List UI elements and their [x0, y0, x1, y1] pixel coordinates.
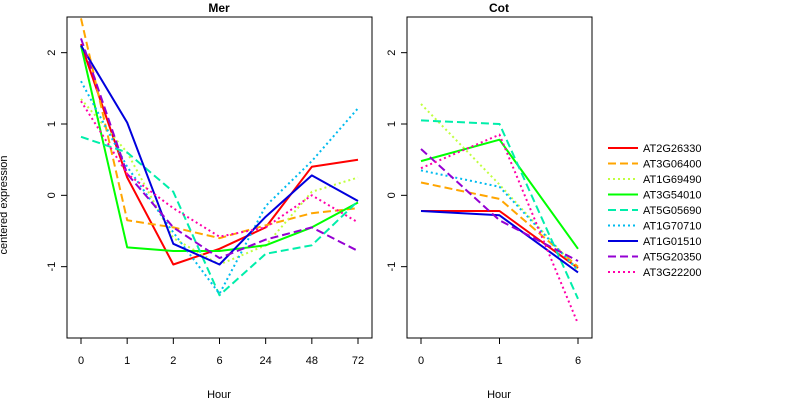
- series-line-at3g54010: [80, 45, 359, 252]
- legend-label: AT5G20350: [643, 252, 702, 264]
- y-tick-label: -1: [46, 262, 58, 272]
- y-tick-label: 1: [46, 121, 58, 127]
- series-line-at1g01510: [420, 210, 579, 274]
- y-tick-label: 0: [46, 192, 58, 198]
- legend-label: AT2G26330: [643, 143, 702, 155]
- x-tick-label: 1: [124, 355, 130, 367]
- panel-cot: -1 0 1 2 0 1 6: [386, 16, 593, 367]
- legend-label: AT5G05690: [643, 205, 702, 217]
- x-tick-label: 0: [418, 355, 424, 367]
- series-line-at1g01510: [80, 44, 359, 266]
- x-tick-label: 48: [306, 355, 318, 367]
- series-line-at2g26330: [80, 43, 359, 266]
- y-tick-label: -1: [386, 262, 398, 272]
- legend-label: AT1G69490: [643, 174, 702, 186]
- series-line-at3g22200: [420, 133, 579, 325]
- series-line-at3g54010: [420, 138, 579, 250]
- x-axis-label-mer: Hour: [207, 389, 231, 400]
- panel-title-cot: Cot: [489, 1, 509, 15]
- plot-frame: [406, 16, 593, 339]
- panel-mer: -1 0 1 2 0 1 2 6 24 48 72: [46, 16, 373, 367]
- legend-label: AT1G01510: [643, 236, 702, 248]
- legend-label: AT3G06400: [643, 159, 702, 171]
- legend-label: AT3G54010: [643, 190, 702, 202]
- series-line-at3g06400: [420, 181, 579, 268]
- legend-label: AT3G22200: [643, 267, 702, 279]
- series-line-at5g05690: [80, 135, 359, 297]
- panel-title-mer: Mer: [208, 1, 230, 15]
- x-tick-label: 24: [260, 355, 272, 367]
- y-tick-label: 0: [386, 192, 398, 198]
- series-line-at5g20350: [80, 38, 359, 260]
- y-axis-label: centered expression: [0, 155, 10, 254]
- x-axis-label-cot: Hour: [487, 389, 511, 400]
- series-line-at5g05690: [420, 119, 579, 300]
- x-tick-label: 0: [78, 355, 84, 367]
- y-tick-label: 2: [46, 50, 58, 56]
- x-tick-label: 6: [575, 355, 581, 367]
- series-line-at3g22200: [80, 100, 359, 238]
- x-tick-label: 72: [352, 355, 364, 367]
- plot-frame: [66, 16, 373, 339]
- y-tick-label: 1: [386, 121, 398, 127]
- y-tick-label: 2: [386, 50, 398, 56]
- series-line-at2g26330: [421, 210, 579, 269]
- legend-label: AT1G70710: [643, 221, 702, 233]
- series-line-at1g70710: [420, 169, 579, 271]
- series-line-at3g06400: [80, 18, 359, 240]
- x-tick-label: 1: [496, 355, 502, 367]
- x-tick-label: 2: [170, 355, 176, 367]
- legend: AT2G26330 AT3G06400 AT1G69490 AT3G54010 AT5G…: [608, 143, 702, 279]
- x-tick-label: 6: [216, 355, 222, 367]
